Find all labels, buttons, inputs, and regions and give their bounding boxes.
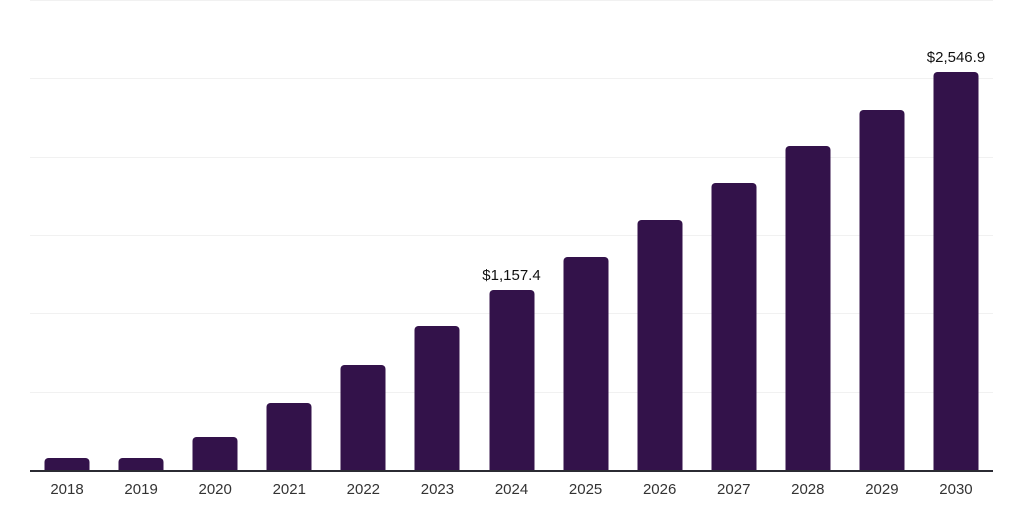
bar-2026 <box>637 219 683 471</box>
x-tick-label-2027: 2027 <box>717 481 751 498</box>
bar-slot-2019 <box>104 1 178 471</box>
x-tick-label-2030: 2030 <box>939 481 973 498</box>
gridline-3000 <box>30 0 993 1</box>
x-tick-label-2018: 2018 <box>50 481 84 498</box>
bar-2019 <box>118 458 164 471</box>
bar-slot-2026 <box>623 1 697 471</box>
x-tick-label-2023: 2023 <box>420 481 455 498</box>
x-tick-label-2029: 2029 <box>865 481 899 498</box>
x-tick-label-2022: 2022 <box>346 481 381 498</box>
bar-2024 <box>489 289 534 471</box>
bar-2025 <box>563 256 609 471</box>
x-tick-label-2028: 2028 <box>791 481 825 498</box>
gridline-2000 <box>30 156 993 158</box>
bar-slot-2023 <box>400 1 474 471</box>
bar-2028 <box>785 146 831 471</box>
x-tick-label-2020: 2020 <box>198 481 232 498</box>
bar-2029 <box>859 109 905 471</box>
bar-2022 <box>340 364 386 471</box>
bar-slot-2027 <box>697 1 771 471</box>
bar-2018 <box>44 457 90 471</box>
x-axis-tick-labels: 2018 2019 2020 2021 2022 2023 2024 2025 2026 2027… <box>30 480 993 500</box>
value-label-2030: $2,546.9 <box>926 49 986 66</box>
x-tick-label-2025: 2025 <box>568 481 603 498</box>
bar-series: $1,157.4 $2,546.9 <box>30 1 993 471</box>
x-tick-label-2021: 2021 <box>272 481 306 498</box>
x-tick-label-2019: 2019 <box>124 481 158 498</box>
value-label-2024: $1,157.4 <box>482 266 541 284</box>
gridline-1500 <box>30 235 993 236</box>
bar-2027 <box>711 183 757 471</box>
bar-slot-2018 <box>30 1 104 471</box>
bar-slot-2028 <box>771 1 845 471</box>
x-axis-line <box>30 470 993 472</box>
bar-2021 <box>266 402 312 471</box>
bar-slot-2020 <box>178 1 252 471</box>
bar-2030 <box>933 72 979 471</box>
bar-slot-2022 <box>326 1 400 471</box>
bar-2020 <box>192 436 238 471</box>
bar-2023 <box>414 326 460 471</box>
x-tick-label-2026: 2026 <box>642 481 677 498</box>
bar-slot-2030: $2,546.9 <box>919 1 993 471</box>
plot-area: $1,157.4 $2,546.9 <box>30 0 993 472</box>
bar-slot-2024: $1,157.4 <box>474 1 548 471</box>
bar-slot-2029 <box>845 1 919 471</box>
x-tick-label-2024: 2024 <box>494 481 529 498</box>
bar-slot-2021 <box>252 1 326 471</box>
bar-slot-2025 <box>549 1 623 471</box>
gridline-2500 <box>30 78 993 80</box>
